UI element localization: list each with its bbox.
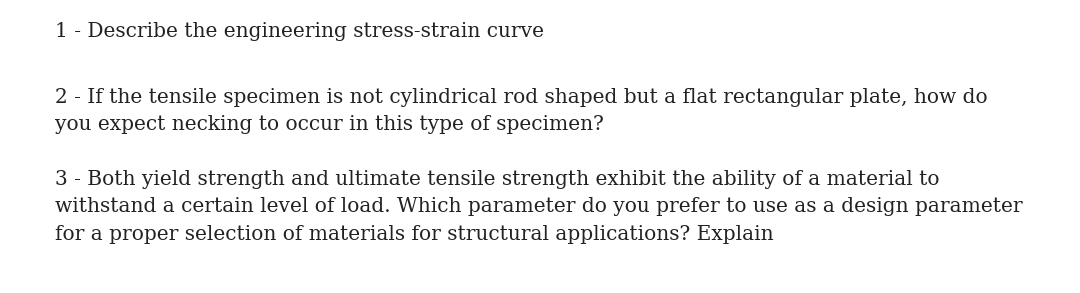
Text: 2 - If the tensile specimen is not cylindrical rod shaped but a flat rectangular: 2 - If the tensile specimen is not cylin… — [55, 88, 987, 134]
Text: 1 - Describe the engineering stress-strain curve: 1 - Describe the engineering stress-stra… — [55, 22, 544, 41]
Text: 3 - Both yield strength and ultimate tensile strength exhibit the ability of a m: 3 - Both yield strength and ultimate ten… — [55, 170, 1023, 243]
